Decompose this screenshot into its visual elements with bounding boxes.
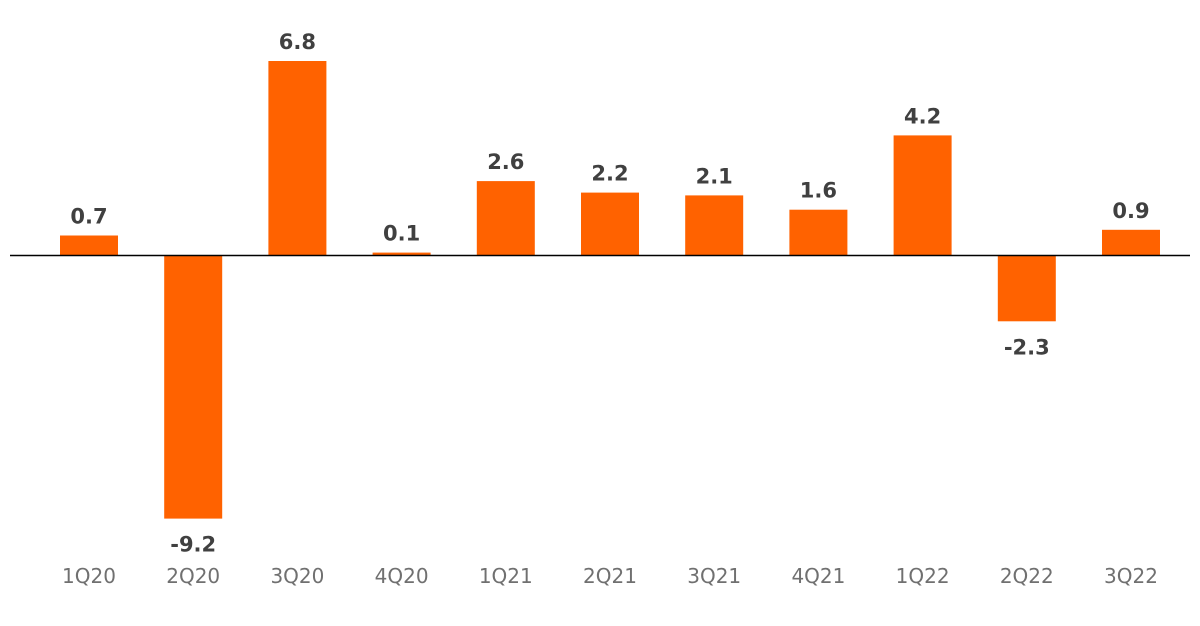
x-tick-3Q20: 3Q20 xyxy=(270,564,324,588)
x-tick-2Q20: 2Q20 xyxy=(166,564,220,588)
x-tick-1Q20: 1Q20 xyxy=(62,564,116,588)
x-tick-2Q21: 2Q21 xyxy=(583,564,637,588)
bar-1Q22 xyxy=(893,135,952,256)
value-label-1Q21: 2.6 xyxy=(487,150,524,174)
bar-2Q20 xyxy=(164,255,223,519)
bar-3Q22 xyxy=(1102,229,1160,256)
value-labels-layer: 0.7 -9.2 6.8 0.1 2.6 2.2 2.1 1.6 4.2 -2.3 0.9 xyxy=(70,30,1149,557)
x-tick-2Q22: 2Q22 xyxy=(1000,564,1054,588)
bar-3Q20 xyxy=(268,61,327,256)
x-tick-labels: 1Q20 2Q20 3Q20 4Q20 1Q21 2Q21 3Q21 4Q21 1Q22 2Q22… xyxy=(62,564,1158,588)
value-label-4Q21: 1.6 xyxy=(800,179,837,203)
value-label-3Q22: 0.9 xyxy=(1112,199,1149,223)
bar-1Q20 xyxy=(60,235,118,256)
bar-4Q21 xyxy=(789,209,848,256)
value-label-2Q20: -9.2 xyxy=(170,533,216,557)
value-label-3Q21: 2.1 xyxy=(696,164,733,188)
x-tick-1Q21: 1Q21 xyxy=(479,564,533,588)
bar-3Q21 xyxy=(685,195,744,256)
bar-1Q21 xyxy=(476,181,535,256)
value-label-2Q21: 2.2 xyxy=(591,162,628,186)
x-tick-4Q21: 4Q21 xyxy=(791,564,845,588)
bars-layer xyxy=(60,61,1160,519)
x-tick-4Q20: 4Q20 xyxy=(375,564,429,588)
x-tick-1Q22: 1Q22 xyxy=(896,564,950,588)
value-label-3Q20: 6.8 xyxy=(279,30,316,54)
bar-4Q20 xyxy=(372,252,431,256)
bar-2Q21 xyxy=(581,192,639,256)
bar-2Q22 xyxy=(997,255,1056,322)
value-label-2Q22: -2.3 xyxy=(1004,335,1050,359)
x-tick-3Q22: 3Q22 xyxy=(1104,564,1158,588)
x-tick-3Q21: 3Q21 xyxy=(687,564,741,588)
value-label-4Q20: 0.1 xyxy=(383,222,420,246)
value-label-1Q22: 4.2 xyxy=(904,104,941,128)
value-label-1Q20: 0.7 xyxy=(70,205,107,229)
